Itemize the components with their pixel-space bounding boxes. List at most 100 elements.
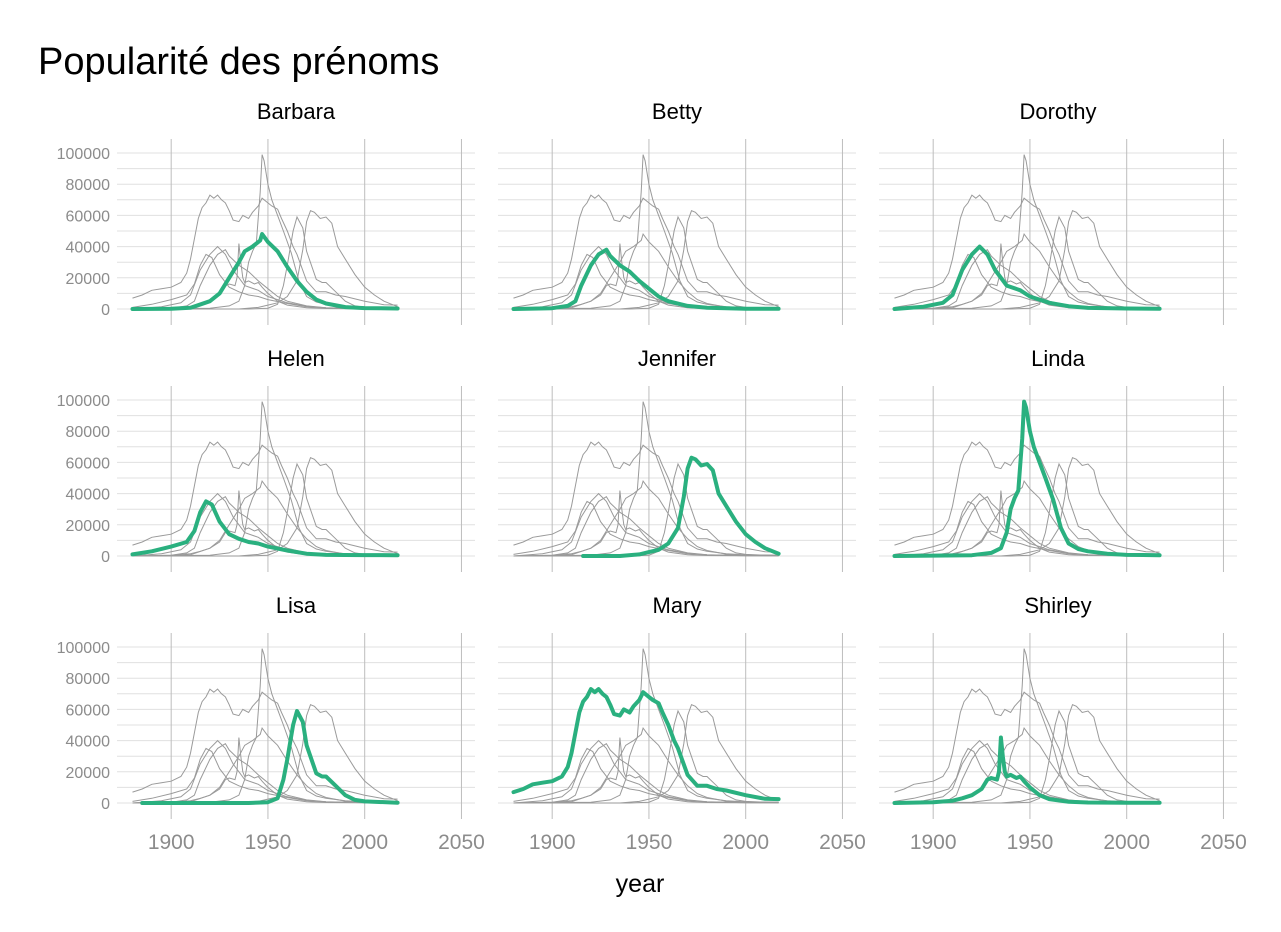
y-tick-label: 0: [101, 302, 110, 319]
series-line-barbara-background: [132, 233, 398, 310]
series-line-shirley-background: [132, 737, 398, 804]
series-line-shirley-background: [513, 490, 779, 557]
series-line-helen-background: [132, 253, 398, 309]
facet-label: Mary: [653, 593, 702, 618]
y-tick-label: 60000: [66, 208, 111, 225]
series-line-barbara-background: [513, 480, 779, 557]
y-tick-label: 60000: [66, 455, 111, 472]
facet-label: Linda: [1031, 346, 1086, 371]
series-line-lisa-highlight: [140, 709, 400, 805]
series-line-helen-highlight: [130, 499, 400, 558]
series-line-mary-background: [132, 194, 398, 306]
series-line-linda-background: [513, 154, 779, 310]
panel-barbara: Barbara 0 20000 40000 60000 80000 100000: [57, 99, 475, 325]
facet-label: Helen: [267, 346, 324, 371]
facet-label: Barbara: [257, 99, 336, 124]
series-line-mary-background: [513, 194, 779, 306]
panel-betty: Betty: [498, 99, 856, 325]
series-line-shirley-background: [894, 243, 1160, 310]
panel-lisa: Lisa 0 20000 40000 60000 80000 100000 1900 1950 2…: [57, 593, 485, 854]
series-line-betty-highlight: [511, 247, 781, 311]
x-axis-label: year: [616, 870, 665, 898]
series-line-mary-background: [894, 441, 1160, 553]
x-tick-label: 1900: [529, 831, 576, 854]
series-line-dorothy-highlight: [892, 244, 1162, 311]
y-tick-label: 0: [101, 549, 110, 566]
series-line-jennifer-background: [202, 457, 398, 557]
y-tick-label: 80000: [66, 424, 111, 441]
series-line-jennifer-background: [583, 704, 779, 804]
series-line-helen-background: [132, 747, 398, 803]
x-tick-label: 1950: [245, 831, 292, 854]
series-line-shirley-background: [513, 243, 779, 310]
series-line-jennifer-background: [964, 457, 1160, 557]
series-line-helen-background: [894, 500, 1160, 556]
y-tick-label: 60000: [66, 702, 111, 719]
series-line-shirley-background: [513, 737, 779, 804]
panel-dorothy: Dorothy: [879, 99, 1237, 325]
facet-label: Jennifer: [638, 346, 716, 371]
series-line-linda-background: [894, 154, 1160, 310]
series-line-betty-background: [513, 249, 779, 310]
facet-label: Dorothy: [1019, 99, 1096, 124]
facet-label: Betty: [652, 99, 702, 124]
series-line-mary-highlight: [511, 687, 781, 802]
series-line-betty-background: [894, 743, 1160, 804]
series-line-betty-background: [894, 496, 1160, 557]
facet-label: Shirley: [1024, 593, 1091, 618]
y-tick-label: 20000: [66, 518, 111, 535]
series-line-betty-background: [894, 249, 1160, 310]
x-tick-label: 2000: [722, 831, 769, 854]
x-tick-label: 1900: [148, 831, 195, 854]
facet-label: Lisa: [276, 593, 317, 618]
x-tick-label: 2050: [1200, 831, 1247, 854]
chart-title: Popularité des prénoms: [38, 41, 439, 83]
x-tick-label: 2000: [341, 831, 388, 854]
y-tick-label: 100000: [57, 146, 110, 163]
series-line-lisa-background: [142, 462, 398, 557]
series-line-linda-background: [132, 648, 398, 804]
y-tick-label: 40000: [66, 240, 111, 257]
x-tick-label: 1900: [910, 831, 957, 854]
series-line-barbara-background: [894, 233, 1160, 310]
series-line-jennifer-background: [964, 210, 1160, 310]
series-line-linda-background: [513, 648, 779, 804]
series-line-jennifer-background: [202, 210, 398, 310]
panel-jennifer: Jennifer: [498, 346, 856, 572]
x-tick-label: 2000: [1103, 831, 1150, 854]
series-line-betty-background: [132, 743, 398, 804]
series-line-mary-background: [894, 194, 1160, 306]
panel-shirley: Shirley 1900 1950 2000 2050: [879, 593, 1247, 854]
series-line-barbara-background: [894, 480, 1160, 557]
panel-helen: Helen 0 20000 40000 60000 80000 100000: [57, 346, 475, 572]
y-tick-label: 40000: [66, 487, 111, 504]
series-line-mary-background: [132, 441, 398, 553]
y-tick-label: 80000: [66, 671, 111, 688]
series-line-linda-background: [132, 401, 398, 557]
x-tick-label: 2050: [819, 831, 866, 854]
series-line-mary-background: [132, 688, 398, 800]
series-line-lisa-background: [523, 215, 779, 310]
series-line-barbara-background: [894, 727, 1160, 804]
series-line-barbara-highlight: [130, 232, 400, 311]
series-line-lisa-background: [142, 215, 398, 310]
series-line-helen-background: [513, 747, 779, 803]
y-tick-label: 20000: [66, 271, 111, 288]
series-line-betty-background: [132, 249, 398, 310]
x-tick-label: 1950: [626, 831, 673, 854]
panel-linda: Linda: [879, 346, 1237, 572]
y-tick-label: 80000: [66, 177, 111, 194]
series-line-jennifer-background: [583, 210, 779, 310]
series-line-shirley-highlight: [892, 735, 1162, 805]
series-line-mary-background: [513, 441, 779, 553]
series-line-barbara-background: [132, 727, 398, 804]
panel-mary: Mary 1900 1950 2000 2050: [498, 593, 866, 854]
y-tick-label: 20000: [66, 765, 111, 782]
series-line-jennifer-highlight: [581, 455, 781, 558]
series-line-lisa-background: [904, 709, 1160, 804]
y-tick-label: 40000: [66, 734, 111, 751]
series-line-lisa-background: [523, 709, 779, 804]
series-line-mary-background: [894, 688, 1160, 800]
